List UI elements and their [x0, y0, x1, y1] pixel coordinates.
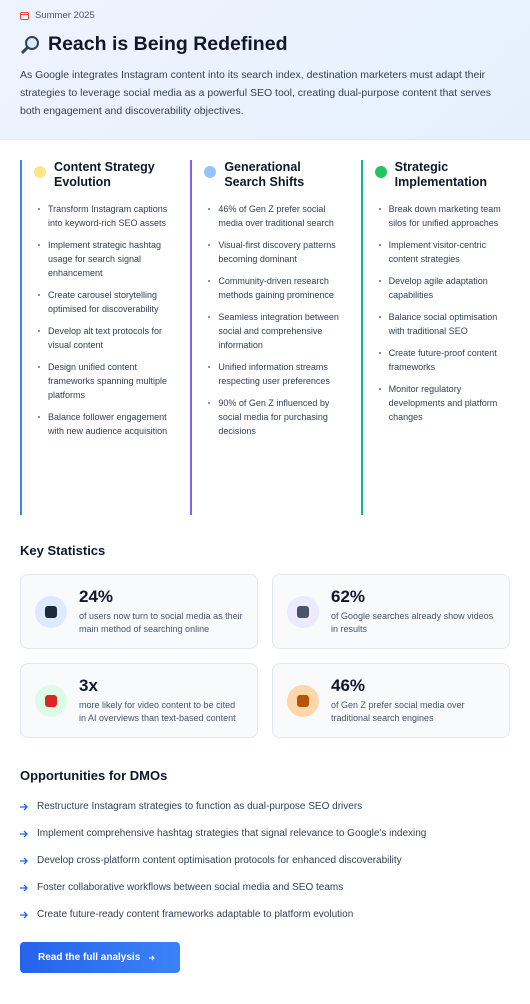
column-item: Balance social optimisation with traditi…	[378, 310, 510, 338]
stat-grid: 24% of users now turn to social media as …	[20, 574, 510, 738]
column-item: Break down marketing team silos for unif…	[378, 202, 510, 230]
opportunities: Opportunities for DMOs Restructure Insta…	[20, 768, 510, 928]
column-title: Strategic Implementation	[394, 160, 488, 189]
column-icon	[34, 166, 46, 178]
header: Summer 2025 Reach is Being Redefined As …	[0, 0, 530, 140]
opportunity-text: Create future-ready content frameworks a…	[37, 909, 354, 920]
column-item: 46% of Gen Z prefer social media over tr…	[208, 202, 339, 230]
arrow-icon	[20, 911, 28, 918]
opportunity-text: Develop cross-platform content optimisat…	[37, 855, 402, 866]
column-item: Unified information streams respecting u…	[208, 360, 339, 388]
arrow-icon	[20, 803, 28, 810]
column-list: Break down marketing team silos for unif…	[375, 202, 510, 424]
search-icon	[20, 35, 39, 54]
stat-icon	[287, 684, 319, 717]
column-item: Develop agile adaptation capabilities	[378, 274, 510, 302]
date-row: Summer 2025	[20, 10, 510, 21]
stat-description: more likely for video content to be cite…	[79, 700, 236, 723]
stat-description: of users now turn to social media as the…	[79, 611, 243, 634]
intro: As Google integrates Instagram content i…	[20, 69, 492, 117]
title: Reach is Being Redefined	[48, 33, 288, 55]
stat-card: 24% of users now turn to social media as …	[20, 574, 258, 649]
column: Content Strategy Evolution Transform Inst…	[20, 160, 169, 515]
columns: Content Strategy Evolution Transform Inst…	[20, 160, 510, 515]
stat-text: 46% of Gen Z prefer social media over tra…	[331, 676, 495, 725]
opportunity-list: Restructure Instagram strategies to func…	[20, 793, 510, 928]
cta-button[interactable]: Read the full analysis	[20, 942, 180, 973]
column-item: Implement visitor-centric content strate…	[378, 238, 510, 266]
column-icon	[204, 166, 217, 178]
title-row: Reach is Being Redefined	[20, 33, 510, 56]
opportunity-text: Implement comprehensive hashtag strategi…	[37, 828, 427, 839]
stat-text: 62% of Google searches already show video…	[331, 587, 495, 636]
column-list: Transform Instagram captions into keywor…	[34, 202, 169, 438]
arrow-icon	[149, 955, 155, 960]
section-title: Key Statistics	[20, 543, 106, 558]
column-heading: Content Strategy Evolution	[34, 160, 169, 190]
stat-value: 46%	[331, 676, 366, 695]
stat-icon	[35, 684, 67, 717]
stat-value: 62%	[331, 587, 366, 606]
column-item: Create future-proof content frameworks	[378, 346, 510, 374]
column: Strategic Implementation Break down marke…	[360, 160, 510, 515]
stat-icon-glyph	[297, 694, 309, 707]
column-item: Community-driven research methods gainin…	[208, 274, 339, 302]
statistics: Key Statistics 24% of users now turn to s…	[20, 543, 510, 738]
column-icon	[374, 166, 387, 178]
stat-text: 24% of users now turn to social media as …	[79, 587, 243, 636]
column-item: Design unified content frameworks spanni…	[37, 360, 169, 402]
column-item: Implement strategic hashtag usage for se…	[37, 238, 169, 280]
column-item: Balance follower engagement with new aud…	[37, 410, 169, 438]
stat-card: 46% of Gen Z prefer social media over tra…	[272, 663, 510, 738]
column-item: 90% of Gen Z influenced by social media …	[208, 396, 339, 438]
stat-card: 3x more likely for video content to be ci…	[20, 663, 258, 738]
opportunity-item: Restructure Instagram strategies to func…	[20, 793, 510, 820]
opportunity-item: Implement comprehensive hashtag strategi…	[20, 820, 510, 847]
stat-icon-glyph	[45, 605, 57, 618]
stat-description: of Gen Z prefer social media over tradit…	[331, 700, 465, 723]
calendar-icon	[20, 12, 29, 20]
column-item: Seamless integration between social and …	[208, 312, 339, 350]
arrow-icon	[20, 830, 28, 837]
date: Summer 2025	[35, 10, 95, 21]
column: Generational Search Shifts 46% of Gen Z p…	[190, 160, 339, 515]
stat-value: 24%	[79, 587, 114, 606]
stat-card: 62% of Google searches already show video…	[272, 574, 510, 649]
opportunity-text: Foster collaborative workflows between s…	[37, 882, 344, 893]
opportunity-text: Restructure Instagram strategies to func…	[37, 801, 363, 812]
stat-description: of Google searches already show videos i…	[331, 611, 494, 634]
column-item: Create carousel storytelling optimised f…	[37, 288, 169, 316]
stat-icon	[287, 595, 319, 628]
stat-icon-glyph	[45, 694, 57, 707]
stat-value: 3x	[79, 676, 98, 695]
column-title: Content Strategy Evolution	[54, 160, 155, 189]
column-heading: Strategic Implementation	[374, 160, 510, 190]
stat-icon-glyph	[297, 605, 309, 618]
opportunity-item: Create future-ready content frameworks a…	[20, 901, 510, 928]
opportunity-item: Foster collaborative workflows between s…	[20, 874, 510, 901]
column-item: Develop alt text protocols for visual co…	[37, 324, 169, 352]
column-heading: Generational Search Shifts	[204, 160, 339, 190]
arrow-icon	[20, 857, 28, 864]
arrow-icon	[20, 884, 28, 891]
stat-text: 3x more likely for video content to be ci…	[79, 676, 243, 725]
opportunity-item: Develop cross-platform content optimisat…	[20, 847, 510, 874]
stat-icon	[35, 595, 67, 628]
cta-label: Read the full analysis	[38, 952, 141, 963]
column-item: Monitor regulatory developments and plat…	[378, 382, 510, 424]
section-title: Opportunities for DMOs	[20, 768, 168, 783]
column-list: 46% of Gen Z prefer social media over tr…	[204, 202, 339, 438]
column-item: Visual-first discovery patterns becoming…	[208, 238, 339, 266]
column-title: Generational Search Shifts	[224, 160, 305, 189]
column-item: Transform Instagram captions into keywor…	[37, 202, 169, 230]
